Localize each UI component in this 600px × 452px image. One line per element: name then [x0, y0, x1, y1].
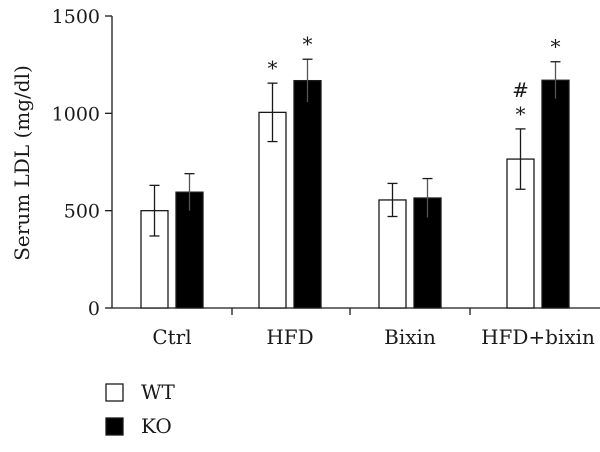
legend-label-ko: KO [141, 414, 172, 438]
asterisk-marker: * [303, 32, 313, 56]
y-tick-label: 1000 [52, 103, 100, 125]
significance-markers: ***#* [268, 32, 561, 126]
legend: WT KO [105, 380, 176, 438]
error-bars [149, 58, 561, 237]
bar-wt-1 [258, 111, 287, 309]
x-tick-label: Ctrl [152, 325, 191, 349]
x-tick-label: Bixin [384, 325, 436, 349]
legend-swatch-wt [105, 383, 124, 402]
bar-ko-1 [293, 79, 322, 309]
y-axis-label: Serum LDL (mg/dl) [10, 65, 34, 261]
legend-swatch-ko [105, 417, 124, 436]
y-tick-label: 1500 [52, 6, 100, 28]
y-tick-label: 500 [64, 201, 100, 223]
legend-label-wt: WT [141, 380, 176, 404]
asterisk-marker: * [516, 102, 526, 126]
x-tick-label: HFD+bixin [481, 325, 595, 349]
y-tick-label: 0 [88, 298, 100, 320]
asterisk-marker: * [268, 56, 278, 80]
hash-marker: # [512, 78, 529, 102]
axes: 0 500 1000 1500 Ctrl HFD Bixin HFD+bixin [52, 6, 600, 349]
bar-wt-2 [378, 199, 407, 309]
x-tick-label: HFD [266, 325, 313, 349]
bar-ko-0 [175, 191, 204, 309]
bar-ko-3 [541, 79, 570, 309]
asterisk-marker: * [551, 35, 561, 59]
bars [140, 79, 570, 309]
